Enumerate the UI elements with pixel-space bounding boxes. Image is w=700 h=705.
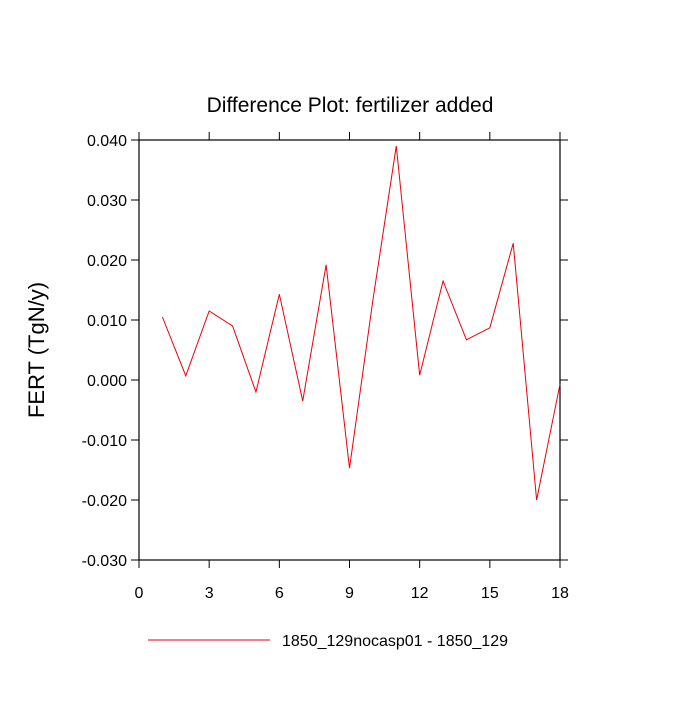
x-tick-label: 15 xyxy=(481,585,499,602)
x-tick-label: 3 xyxy=(205,585,214,602)
chart-title: Difference Plot: fertilizer added xyxy=(207,94,494,117)
legend-label: 1850_129nocasp01 - 1850_129 xyxy=(282,633,508,650)
x-tick-label: 0 xyxy=(135,585,144,602)
x-tick-label: 6 xyxy=(275,585,284,602)
x-tick-label: 12 xyxy=(411,585,429,602)
y-tick-label: -0.030 xyxy=(82,553,127,570)
x-tick-label: 18 xyxy=(551,585,569,602)
y-axis-label: FERT (TgN/y) xyxy=(24,282,49,418)
data-line xyxy=(161,145,561,501)
y-tick-label: -0.010 xyxy=(82,433,127,450)
plot-frame xyxy=(138,139,561,561)
y-tick-label: -0.020 xyxy=(82,493,127,510)
y-tick-label: 0.010 xyxy=(87,313,127,330)
y-tick-label: 0.030 xyxy=(87,193,127,210)
x-tick-label: 9 xyxy=(345,585,354,602)
y-tick-label: 0.020 xyxy=(87,253,127,270)
y-tick-label: 0.000 xyxy=(87,373,127,390)
y-tick-label: 0.040 xyxy=(87,133,127,150)
